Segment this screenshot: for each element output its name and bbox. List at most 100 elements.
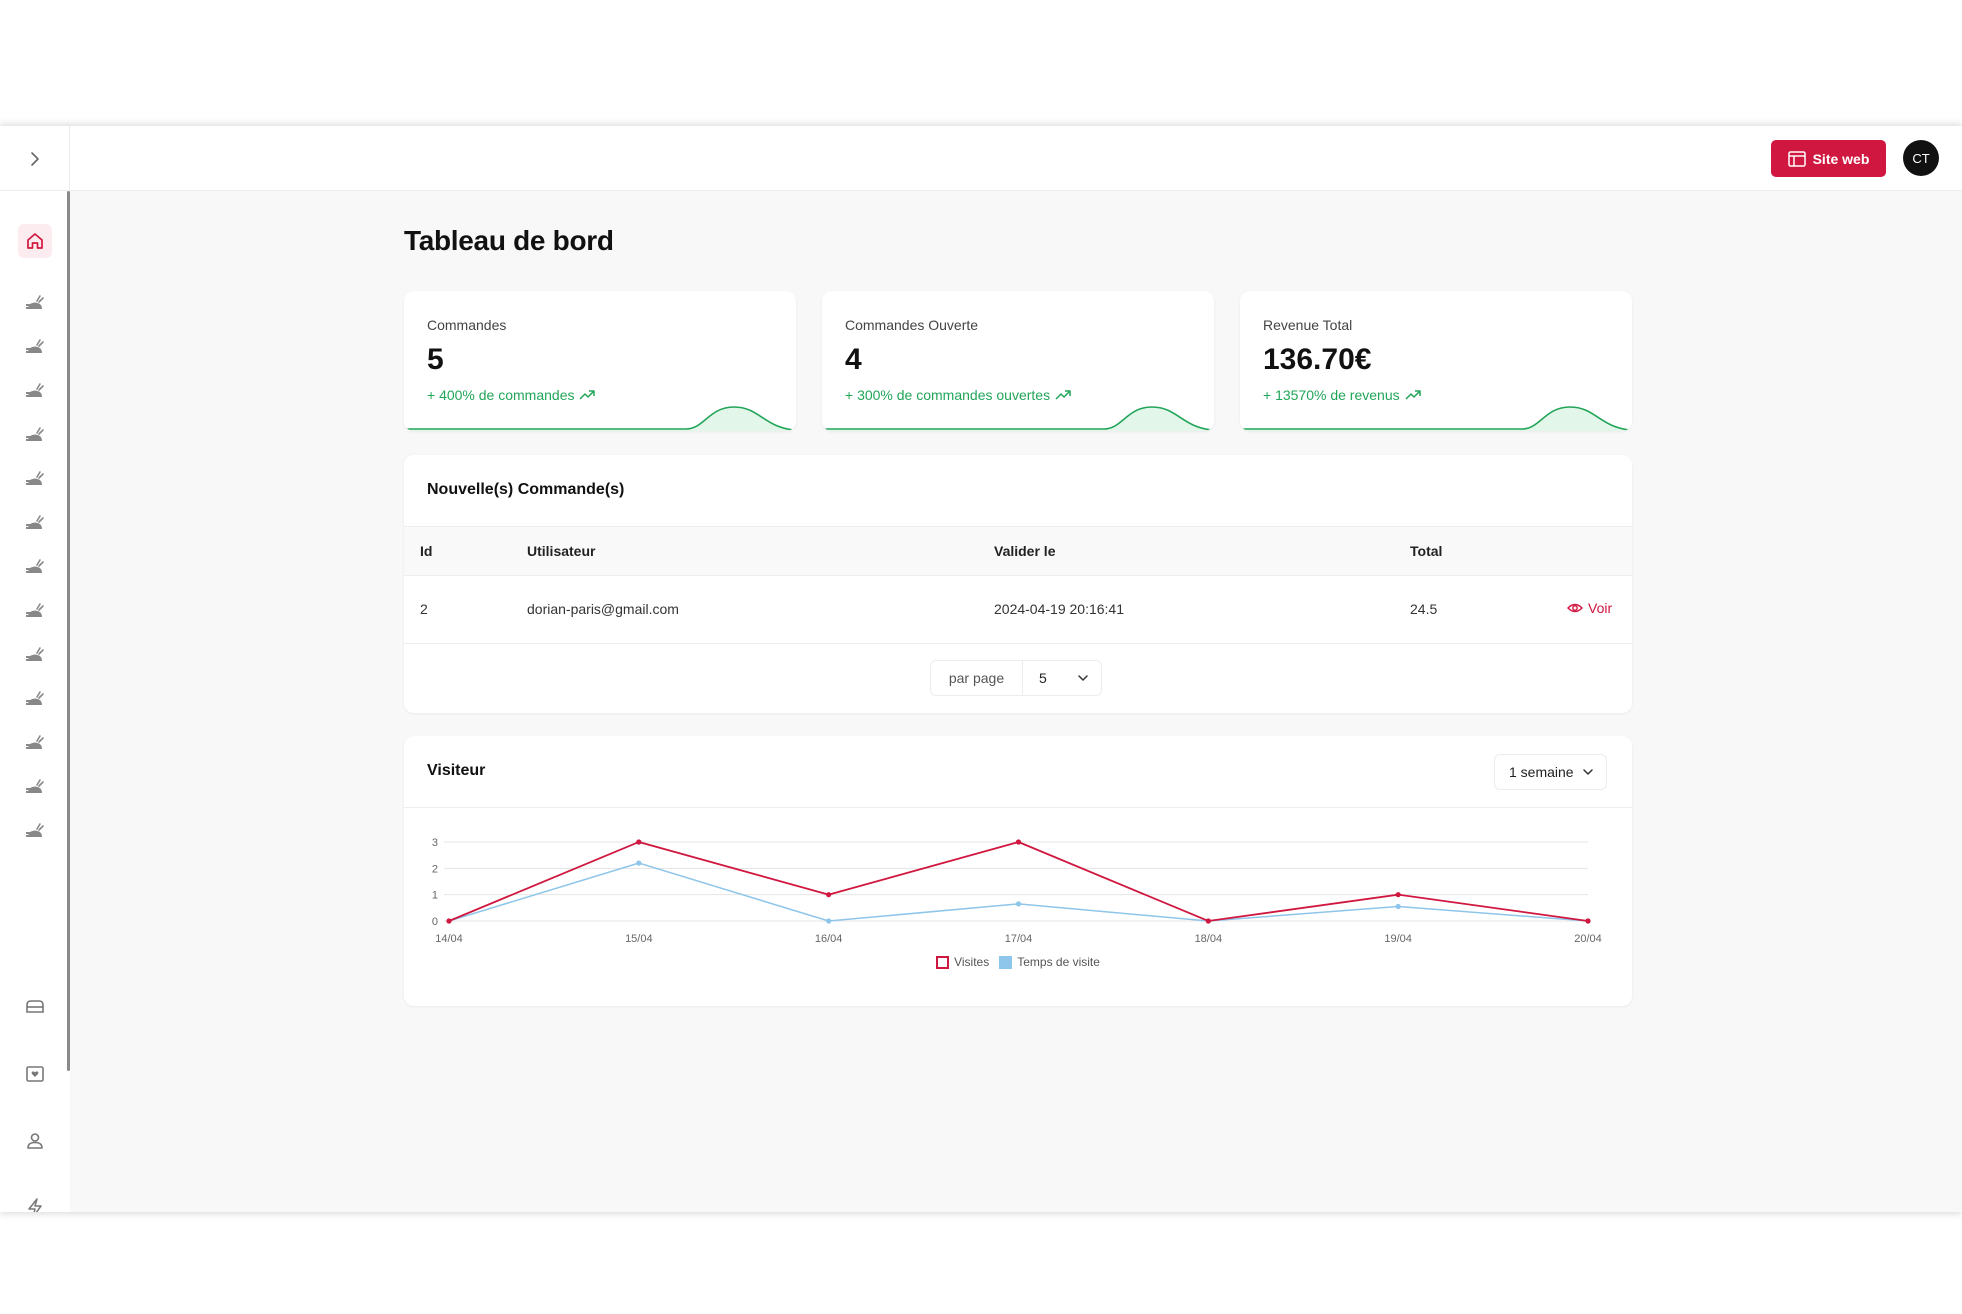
sparkline-chart	[404, 406, 795, 431]
legend-label: Temps de visite	[1017, 955, 1100, 969]
sidebar-item-menu-11[interactable]	[22, 731, 48, 757]
x-tick-label: 17/04	[1005, 933, 1033, 945]
orders-title: Nouvelle(s) Commande(s)	[427, 481, 625, 498]
sidebar-item-menu-12[interactable]	[22, 775, 48, 801]
cell-id: 2	[420, 601, 428, 617]
stat-value: 136.70€	[1263, 343, 1372, 376]
sidebar-scrollbar[interactable]	[67, 191, 70, 1071]
lightning-icon	[28, 1198, 42, 1212]
stat-trend: + 13570% de revenus	[1263, 387, 1421, 403]
trending-up-icon	[1055, 390, 1071, 400]
app-window: Site web CT Tableau de bord Commandes 5	[0, 126, 1962, 1212]
legend-swatch	[936, 955, 950, 969]
sidebar-item-menu-3[interactable]	[22, 379, 48, 405]
series-line-visits	[448, 841, 1589, 922]
column-header-user[interactable]: Utilisateur	[527, 543, 596, 559]
data-point	[1585, 918, 1591, 924]
stat-value: 5	[427, 343, 444, 376]
sidebar-item-menu-6[interactable]	[22, 511, 48, 537]
site-web-button[interactable]: Site web	[1771, 140, 1886, 177]
y-tick-label: 3	[432, 837, 438, 849]
data-point	[446, 918, 452, 924]
user-icon	[27, 1133, 43, 1149]
legend-label: Visites	[954, 955, 990, 969]
food-tray-icon	[26, 383, 44, 399]
x-tick-label: 18/04	[1195, 933, 1223, 945]
food-tray-icon	[26, 603, 44, 619]
stat-card-open-orders: Commandes Ouverte 4 + 300% de commandes …	[822, 291, 1214, 431]
sidebar-item-menu-2[interactable]	[22, 335, 48, 361]
stat-trend-text: + 400% de commandes	[427, 387, 575, 403]
column-header-id[interactable]: Id	[420, 543, 433, 559]
visitors-title: Visiteur	[427, 762, 486, 779]
x-tick-label: 14/04	[435, 933, 463, 945]
sparkline-chart	[1240, 406, 1631, 431]
data-point	[636, 839, 642, 845]
sidebar-item-menu-1[interactable]	[22, 291, 48, 317]
sidebar-item-menu-10[interactable]	[22, 687, 48, 713]
data-point	[826, 918, 832, 924]
x-tick-label: 20/04	[1574, 933, 1602, 945]
data-point	[826, 892, 832, 898]
range-select[interactable]: 1 semaine	[1494, 754, 1607, 790]
x-tick-label: 16/04	[815, 933, 843, 945]
page-title: Tableau de bord	[404, 225, 614, 256]
legend-item-visit-time[interactable]: Temps de visite	[999, 955, 1100, 969]
data-point	[1395, 903, 1401, 910]
legend-item-visits[interactable]: Visites	[936, 955, 989, 969]
data-point	[1015, 839, 1022, 845]
data-point	[1395, 892, 1401, 898]
table-header: Id Utilisateur Valider le Total	[404, 526, 1632, 576]
table-row: 2 dorian-paris@gmail.com 2024-04-19 20:1…	[404, 576, 1632, 644]
avatar[interactable]: CT	[1903, 140, 1939, 176]
stat-label: Commandes	[427, 317, 507, 333]
column-header-total[interactable]: Total	[1410, 543, 1443, 559]
chevron-down-icon	[1078, 675, 1088, 682]
sidebar-item-home[interactable]	[18, 224, 52, 258]
sidebar-item-menu-9[interactable]	[22, 643, 48, 669]
view-order-button[interactable]: Voir	[1567, 600, 1612, 616]
food-tray-icon	[26, 471, 44, 487]
cell-date: 2024-04-19 20:16:41	[994, 601, 1124, 617]
food-tray-icon	[26, 339, 44, 355]
cell-total: 24.5	[1410, 601, 1438, 617]
column-header-date[interactable]: Valider le	[994, 543, 1056, 559]
food-tray-icon	[26, 691, 44, 707]
heart-box-icon	[26, 1066, 44, 1082]
data-point	[1205, 918, 1211, 924]
sidebar-item-menu-5[interactable]	[22, 467, 48, 493]
chevron-down-icon	[1583, 769, 1593, 776]
per-page-select[interactable]: 5	[1023, 661, 1101, 695]
eye-icon	[1567, 603, 1583, 613]
chevron-right-icon	[30, 151, 39, 166]
stat-trend: + 300% de commandes ouvertes	[845, 387, 1071, 403]
chart-legend: Visites Temps de visite	[404, 955, 1632, 969]
site-web-label: Site web	[1812, 150, 1870, 167]
sidebar	[0, 191, 70, 1212]
stat-trend-text: + 300% de commandes ouvertes	[845, 387, 1051, 403]
sidebar-item-menu-13[interactable]	[22, 819, 48, 845]
sidebar-item-menu-8[interactable]	[22, 599, 48, 625]
sidebar-item-menu-7[interactable]	[22, 555, 48, 581]
sidebar-item-users[interactable]	[22, 1128, 48, 1154]
archive-icon	[26, 1000, 44, 1013]
food-tray-icon	[26, 559, 44, 575]
trending-up-icon	[579, 390, 596, 400]
food-tray-icon	[26, 647, 44, 663]
series-line-visit-time	[448, 862, 1589, 922]
sidebar-toggle-button[interactable]	[0, 126, 70, 191]
sidebar-item-actions[interactable]	[22, 1195, 48, 1212]
stat-value: 4	[845, 343, 862, 376]
visitors-line-chart: 0 1 2 3 14/04 15/04 16/04 17/04 18/04 19/04 20/04	[432, 837, 1602, 945]
orders-card: Nouvelle(s) Commande(s) Id Utilisateur V…	[404, 455, 1632, 713]
food-tray-icon	[26, 295, 44, 311]
food-tray-icon	[26, 427, 44, 443]
data-point	[1015, 901, 1022, 907]
sidebar-item-storage[interactable]	[22, 994, 48, 1020]
per-page-control: par page 5	[930, 660, 1102, 696]
legend-swatch	[999, 955, 1013, 969]
sidebar-item-menu-4[interactable]	[22, 423, 48, 449]
sidebar-item-favorites[interactable]	[22, 1061, 48, 1087]
divider	[404, 807, 1632, 808]
y-tick-label: 1	[432, 890, 438, 902]
